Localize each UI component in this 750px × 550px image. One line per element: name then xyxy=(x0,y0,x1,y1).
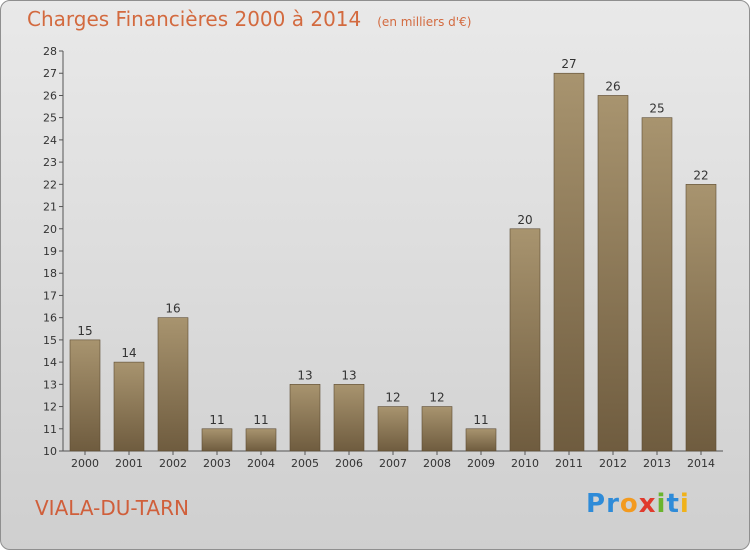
y-tick-label: 13 xyxy=(43,378,57,391)
bar xyxy=(685,184,717,452)
logo-letter: P xyxy=(586,489,607,519)
bar xyxy=(641,117,673,452)
x-tick-label: 2000 xyxy=(71,457,99,470)
bar xyxy=(69,339,101,452)
y-tick-label: 27 xyxy=(43,67,57,80)
x-tick-label: 2008 xyxy=(423,457,451,470)
y-tick-label: 22 xyxy=(43,178,57,191)
proxiti-logo: Proxiti xyxy=(586,489,690,519)
data-label: 11 xyxy=(253,413,268,427)
y-tick-label: 17 xyxy=(43,289,57,302)
data-label: 13 xyxy=(341,368,356,382)
data-label: 16 xyxy=(165,302,180,316)
title-text: Charges Financières 2000 à 2014 xyxy=(27,7,362,31)
data-label: 15 xyxy=(77,324,92,338)
bar xyxy=(465,428,497,452)
x-tick-label: 2007 xyxy=(379,457,407,470)
bar xyxy=(377,406,409,452)
bar xyxy=(289,384,321,452)
y-tick-label: 28 xyxy=(43,45,57,58)
data-label: 26 xyxy=(605,79,620,93)
bar xyxy=(333,384,365,452)
y-tick-label: 14 xyxy=(43,356,57,369)
unit-label: (en milliers d'€) xyxy=(377,15,472,29)
data-label: 20 xyxy=(517,213,532,227)
y-tick-label: 15 xyxy=(43,334,57,347)
y-tick-label: 24 xyxy=(43,134,57,147)
y-tick-label: 19 xyxy=(43,245,57,258)
data-label: 22 xyxy=(693,168,708,182)
x-tick-label: 2005 xyxy=(291,457,319,470)
x-tick-label: 2006 xyxy=(335,457,363,470)
bar xyxy=(509,228,541,452)
logo-letter: x xyxy=(638,489,657,519)
x-tick-label: 2011 xyxy=(555,457,583,470)
y-tick-label: 12 xyxy=(43,401,57,414)
x-tick-label: 2001 xyxy=(115,457,143,470)
data-label: 12 xyxy=(385,391,400,405)
y-tick-label: 26 xyxy=(43,89,57,102)
x-tick-label: 2003 xyxy=(203,457,231,470)
logo-letter: i xyxy=(656,489,667,519)
axes: 10 11 12 13 14 15 16 17 18 19 20 21 22 23 24 25 26 27 28 20… xyxy=(43,45,723,470)
bar xyxy=(113,361,145,452)
bar xyxy=(245,428,277,452)
data-label: 11 xyxy=(473,413,488,427)
logo-letter: t xyxy=(666,489,680,519)
y-tick-label: 23 xyxy=(43,156,57,169)
chart-title: Charges Financières 2000 à 2014 (en milli… xyxy=(27,7,471,31)
data-label: 27 xyxy=(561,57,576,71)
x-tick-label: 2010 xyxy=(511,457,539,470)
x-tick-label: 2002 xyxy=(159,457,187,470)
x-tick-label: 2009 xyxy=(467,457,495,470)
y-tick-label: 21 xyxy=(43,201,57,214)
data-label: 11 xyxy=(209,413,224,427)
data-label: 14 xyxy=(121,346,136,360)
y-tick-label: 11 xyxy=(43,423,57,436)
data-label: 12 xyxy=(429,391,444,405)
logo-letter: i xyxy=(679,489,690,519)
y-tick-label: 16 xyxy=(43,312,57,325)
bar xyxy=(201,428,233,452)
bar xyxy=(157,317,189,452)
data-label: 13 xyxy=(297,368,312,382)
x-tick-label: 2012 xyxy=(599,457,627,470)
y-tick-label: 25 xyxy=(43,112,57,125)
bar xyxy=(553,72,585,452)
bar xyxy=(421,406,453,452)
bar xyxy=(597,95,629,452)
logo-letter: r xyxy=(606,489,620,519)
y-tick-label: 10 xyxy=(43,445,57,458)
y-tick-label: 18 xyxy=(43,267,57,280)
y-tick-label: 20 xyxy=(43,223,57,236)
logo-letter: o xyxy=(619,489,639,519)
x-tick-label: 2014 xyxy=(687,457,715,470)
commune-name: VIALA-DU-TARN xyxy=(35,496,189,520)
x-tick-label: 2004 xyxy=(247,457,275,470)
x-tick-label: 2013 xyxy=(643,457,671,470)
bars: 15 14 16 11 11 13 13 12 12 11 20 27 26 25 22 xyxy=(69,57,717,452)
data-label: 25 xyxy=(649,102,664,116)
